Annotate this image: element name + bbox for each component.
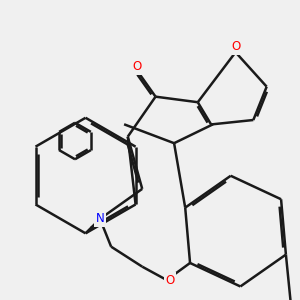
Text: N: N bbox=[96, 212, 104, 225]
Text: O: O bbox=[166, 274, 175, 286]
Text: O: O bbox=[231, 40, 240, 53]
Text: O: O bbox=[132, 61, 141, 74]
